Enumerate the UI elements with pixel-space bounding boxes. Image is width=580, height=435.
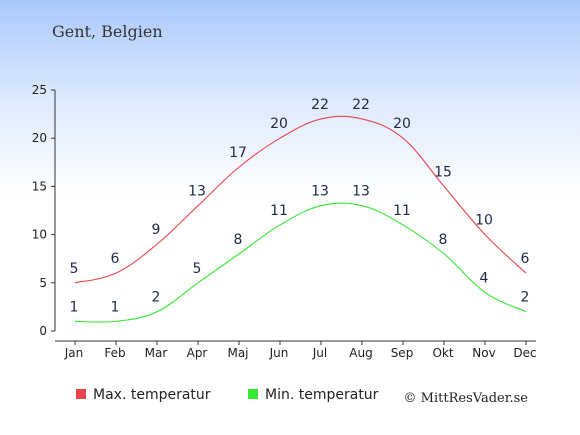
data-label-min: 2 xyxy=(521,290,530,306)
data-label-max: 5 xyxy=(70,261,79,277)
data-label-min: 8 xyxy=(234,232,243,248)
x-tick-label: Jan xyxy=(64,346,84,360)
x-tick-label: Dec xyxy=(513,346,536,360)
legend-swatch-max xyxy=(76,389,86,399)
data-label-max: 9 xyxy=(152,222,161,238)
legend-swatch-min xyxy=(248,389,258,399)
series-line-max xyxy=(74,115,527,284)
data-label-max: 22 xyxy=(311,97,329,113)
legend-label-max: Max. temperatur xyxy=(93,387,211,403)
data-label-max: 20 xyxy=(393,116,411,132)
data-label-max: 15 xyxy=(434,164,452,180)
series-layer xyxy=(74,115,527,323)
x-tick-label: Apr xyxy=(187,346,208,360)
x-tick-label: Okt xyxy=(432,346,453,360)
credit-text: © MittResVader.se xyxy=(404,391,529,406)
x-tick-label: Maj xyxy=(227,346,248,360)
data-label-max: 6 xyxy=(111,251,120,267)
chart-title: Gent, Belgien xyxy=(52,22,163,41)
legend-label-min: Min. temperatur xyxy=(265,387,379,403)
data-label-min: 8 xyxy=(439,232,448,248)
data-label-max: 10 xyxy=(475,213,493,229)
data-label-min: 11 xyxy=(393,203,411,219)
data-label-min: 1 xyxy=(111,299,120,315)
data-label-max: 22 xyxy=(352,97,370,113)
x-tick-label: Aug xyxy=(349,346,372,360)
data-label-max: 13 xyxy=(188,184,206,200)
y-tick-label: 15 xyxy=(32,179,47,193)
y-tick-label: 5 xyxy=(39,276,47,290)
legend: Max. temperatur Min. temperatur xyxy=(76,387,379,403)
series-line-min xyxy=(74,202,527,323)
data-label-min: 11 xyxy=(270,203,288,219)
x-tick-label: Mar xyxy=(145,346,168,360)
data-label-max: 20 xyxy=(270,116,288,132)
x-tick-label: Jul xyxy=(312,346,327,360)
data-label-max: 17 xyxy=(229,145,247,161)
y-tick-label: 10 xyxy=(32,228,47,242)
data-label-min: 2 xyxy=(152,290,161,306)
data-label-max: 6 xyxy=(521,251,530,267)
x-tick-label: Sep xyxy=(391,346,414,360)
y-tick-label: 25 xyxy=(32,83,47,97)
x-tick-label: Feb xyxy=(104,346,125,360)
data-label-min: 1 xyxy=(70,299,79,315)
y-tick-label: 20 xyxy=(32,131,47,145)
x-tick-label: Jun xyxy=(269,346,289,360)
data-label-min: 5 xyxy=(193,261,202,277)
data-label-min: 13 xyxy=(352,184,370,200)
data-label-min: 4 xyxy=(480,270,489,286)
y-tick-label: 0 xyxy=(39,324,47,338)
data-label-min: 13 xyxy=(311,184,329,200)
x-tick-label: Nov xyxy=(472,346,495,360)
